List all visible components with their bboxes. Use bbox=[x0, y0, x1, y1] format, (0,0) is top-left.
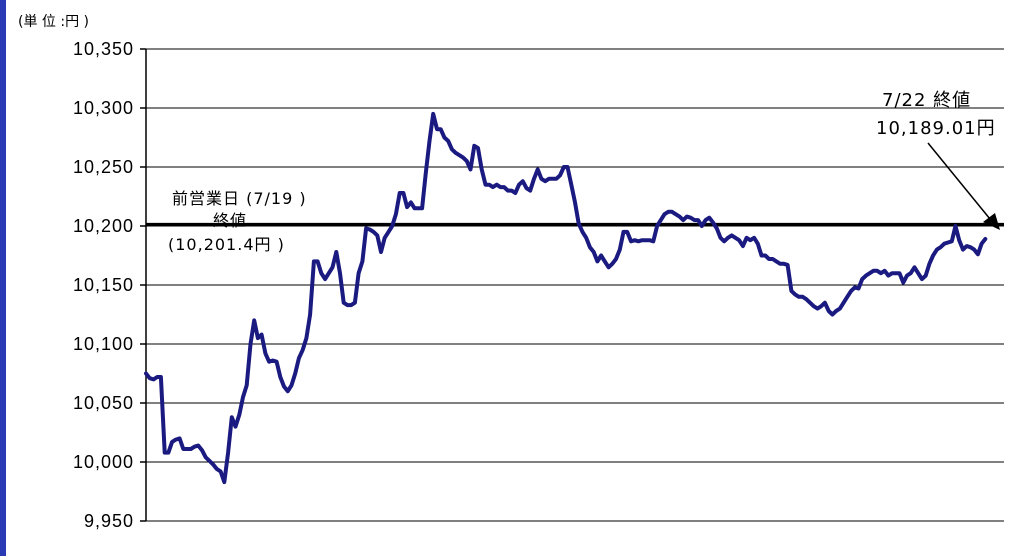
y-tick-label: 10,150 bbox=[73, 275, 134, 295]
close-annotation: 7/22 終値 10,189.01円 bbox=[876, 90, 1000, 230]
y-tick-label: 10,250 bbox=[73, 157, 134, 177]
reference-label-line2: 終値 bbox=[213, 211, 247, 230]
y-tick-labels: 9,950 10,000 10,050 10,100 10,150 10,200 10,25… bbox=[73, 39, 134, 531]
y-tick-label: 9,950 bbox=[84, 511, 134, 531]
line-chart: 9,950 10,000 10,050 10,100 10,150 10,200 10,25… bbox=[18, 14, 1004, 531]
y-tick-label: 10,350 bbox=[73, 39, 134, 59]
gridlines bbox=[140, 48, 1004, 522]
close-label-line2: 10,189.01円 bbox=[876, 118, 996, 139]
reference-label-line1: 前営業日 (7/19 ) bbox=[172, 189, 307, 208]
y-tick-label: 10,100 bbox=[73, 334, 134, 354]
reference-label-line3: (10,201.4円 ) bbox=[168, 235, 285, 254]
y-tick-label: 10,200 bbox=[73, 216, 134, 236]
close-arrow-head bbox=[983, 213, 1000, 230]
close-label-line1: 7/22 終値 bbox=[882, 90, 971, 111]
y-tick-label: 10,300 bbox=[73, 98, 134, 118]
y-tick-label: 10,000 bbox=[73, 452, 134, 472]
series-line bbox=[144, 111, 988, 485]
close-arrow-line bbox=[927, 142, 991, 220]
y-tick-label: 10,050 bbox=[73, 393, 134, 413]
reference-annotation: 前営業日 (7/19 ) 終値 (10,201.4円 ) bbox=[168, 189, 307, 254]
unit-label: (単 位 :円 ) bbox=[18, 14, 89, 30]
